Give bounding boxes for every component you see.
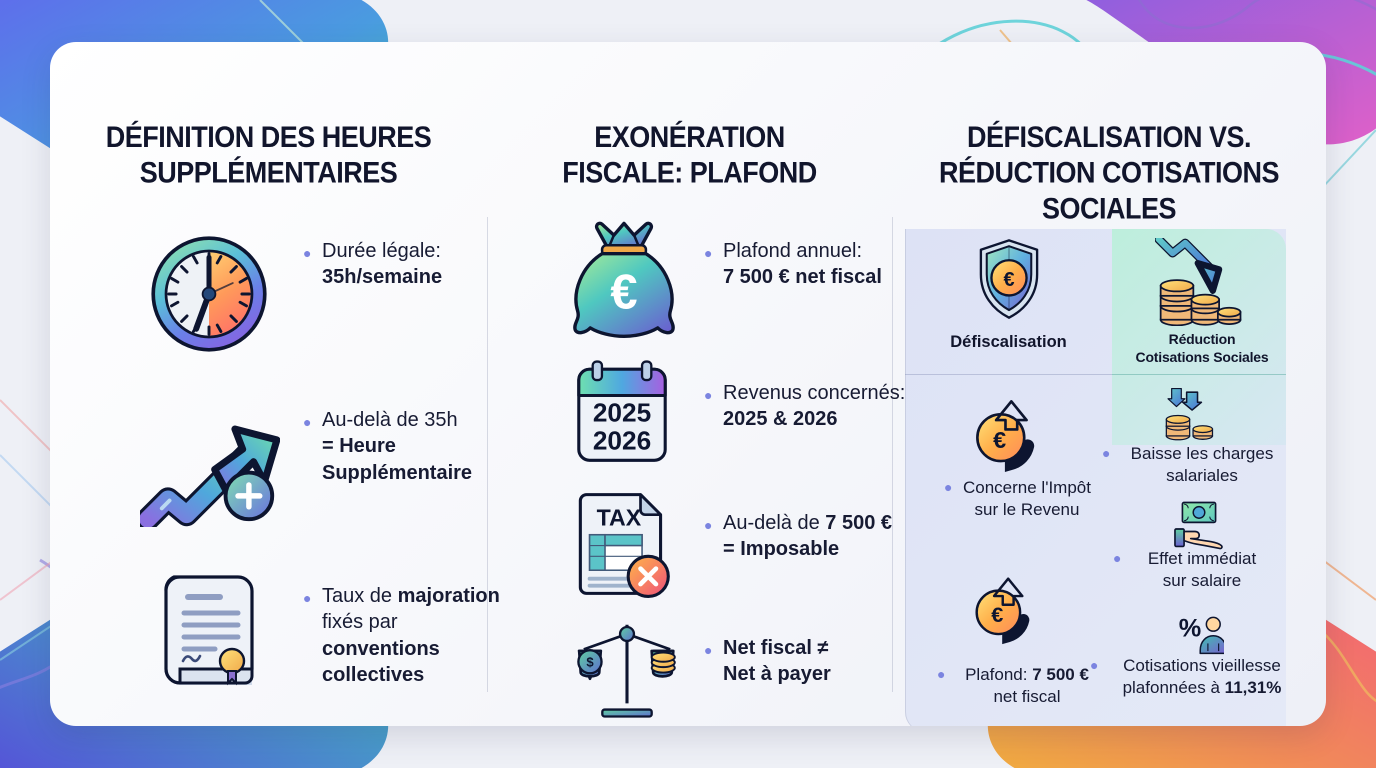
svg-text:%: % [1179,615,1202,643]
svg-text:TAX: TAX [597,504,642,530]
svg-text:€: € [610,266,637,320]
svg-text:€: € [991,602,1003,627]
svg-text:$: $ [586,654,594,669]
svg-text:€: € [993,427,1006,453]
svg-text:2026: 2026 [593,425,651,455]
svg-text:2025: 2025 [593,398,651,428]
svg-text:€: € [1003,269,1014,291]
